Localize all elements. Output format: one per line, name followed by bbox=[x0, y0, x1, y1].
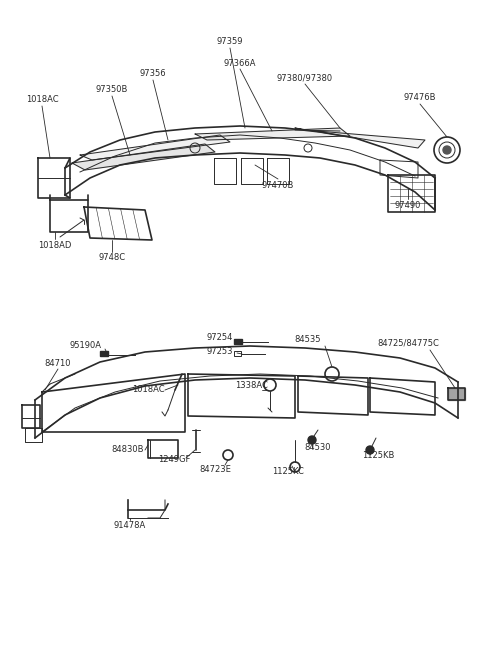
Bar bbox=[234, 351, 241, 356]
Text: 1125KC: 1125KC bbox=[272, 468, 304, 476]
Circle shape bbox=[308, 436, 316, 444]
Text: 1018AD: 1018AD bbox=[38, 240, 72, 250]
Polygon shape bbox=[72, 144, 215, 170]
Text: 97490: 97490 bbox=[395, 200, 421, 210]
Text: 1249GF: 1249GF bbox=[158, 455, 190, 464]
Bar bbox=[234, 339, 242, 344]
Text: 84723E: 84723E bbox=[199, 466, 231, 474]
Text: 95190A: 95190A bbox=[70, 342, 102, 350]
Text: 9748C: 9748C bbox=[98, 254, 126, 263]
Text: 1018AC: 1018AC bbox=[132, 386, 164, 394]
Text: 84710: 84710 bbox=[45, 359, 71, 367]
Text: 97356: 97356 bbox=[140, 70, 166, 78]
Text: 91478A: 91478A bbox=[114, 520, 146, 530]
Text: 97470B: 97470B bbox=[262, 181, 294, 189]
Text: 84535: 84535 bbox=[295, 336, 321, 344]
Text: 97380/97380: 97380/97380 bbox=[277, 74, 333, 83]
Text: 84725/84775C: 84725/84775C bbox=[377, 338, 439, 348]
Bar bbox=[100, 351, 108, 356]
Circle shape bbox=[366, 446, 374, 454]
Text: 1125KB: 1125KB bbox=[362, 451, 394, 459]
Text: 97253: 97253 bbox=[207, 348, 233, 357]
Text: 97366A: 97366A bbox=[224, 58, 256, 68]
Text: 84530: 84530 bbox=[305, 443, 331, 453]
Text: 1338AC: 1338AC bbox=[236, 380, 268, 390]
Polygon shape bbox=[195, 128, 350, 140]
Text: 97254: 97254 bbox=[207, 332, 233, 342]
Polygon shape bbox=[448, 388, 465, 400]
Text: 84830B: 84830B bbox=[112, 445, 144, 455]
Polygon shape bbox=[295, 128, 425, 148]
Circle shape bbox=[443, 146, 451, 154]
Text: 97476B: 97476B bbox=[404, 93, 436, 102]
Text: 1018AC: 1018AC bbox=[26, 95, 58, 104]
Text: 97350B: 97350B bbox=[96, 85, 128, 95]
Polygon shape bbox=[80, 135, 230, 160]
Text: 97359: 97359 bbox=[217, 37, 243, 47]
